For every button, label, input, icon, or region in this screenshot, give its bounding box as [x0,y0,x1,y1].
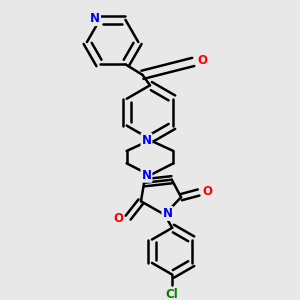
Text: N: N [162,207,172,220]
Text: O: O [113,212,123,225]
Text: O: O [197,54,207,67]
Text: N: N [142,169,152,182]
Text: N: N [90,12,100,25]
Text: O: O [202,185,212,198]
Text: Cl: Cl [166,288,178,300]
Text: N: N [142,134,152,147]
